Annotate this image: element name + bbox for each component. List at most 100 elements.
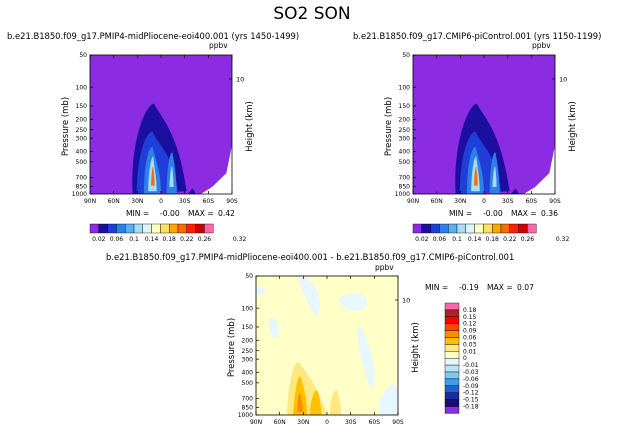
y-tick-label: 200 [242,338,254,345]
colorbar-swatch [89,223,100,234]
colorbar-label: -0.12 [463,390,479,397]
colorbar-label: -0.09 [463,383,479,390]
y-tick-label: 500 [242,380,254,387]
colorbar-label: 0.22 [180,236,194,243]
max-value: 0.42 [218,209,235,218]
contour-field [90,55,232,194]
colorbar-label: 0.32 [233,236,247,243]
colorbar-swatch [439,223,449,234]
colorbar-label: -0.06 [463,376,479,383]
y-tick-label: 250 [399,127,411,134]
contour-region [169,166,174,188]
x-tick-label: 90S [392,419,404,426]
colorbar-swatch [444,399,460,407]
y-tick-label: 1000 [72,191,87,198]
contour-region [309,389,322,415]
colorbar-swatch [168,223,179,234]
colorbar-swatch [444,385,460,393]
y-tick-label: 50 [79,52,87,59]
y-tick-label: 150 [399,103,411,110]
y-tick-label: 100 [76,84,88,91]
colorbar-label: 0.06 [463,335,477,342]
colorbar-label: -0.01 [463,362,479,369]
y-tick-label: 1000 [238,412,253,419]
colorbar-label: 0.06 [110,236,124,243]
y-tick-label: 1000 [395,191,410,198]
colorbar-label: 0.14 [145,236,159,243]
contour-region [187,188,196,194]
y-tick-label: 850 [399,184,411,191]
y-tick-label: 50 [245,273,253,280]
colorbar-label: 0.01 [463,348,477,355]
colorbar-swatch [107,223,117,234]
contour-region [510,188,519,194]
y-tick-label: 200 [399,117,411,124]
colorbar-label: 0.18 [486,236,500,243]
colorbar-swatch [444,316,460,324]
min-label: MIN = [449,209,472,218]
x-tick-label: 30S [345,419,357,426]
colorbar-label: -0.18 [463,404,479,411]
x-tick-label: 30S [179,198,191,205]
colorbar-label: 0.14 [468,236,482,243]
colorbar-swatch [430,223,440,234]
colorbar-swatch [509,223,519,234]
y2-tick-label: 10 [559,76,567,84]
contour-region [357,324,375,390]
colorbar-swatch [456,223,467,234]
colorbar-label: -0.03 [463,369,479,376]
colorbar-swatch [98,223,108,234]
colorbar-swatch [160,223,170,234]
contour-region [378,384,398,415]
contour-region [492,166,497,188]
panel-1: b.e21.B1850.f09_g17.PMIP4-midPliocene-eo… [7,31,299,243]
colorbar-swatch [444,364,460,373]
x-tick-label: 30N [454,198,466,205]
y-tick-label: 150 [242,324,254,331]
colorbar-swatch [444,309,460,317]
colorbar-swatch [444,302,460,311]
max-label: MAX = [511,209,537,218]
y-tick-label: 500 [76,159,88,166]
contour-region [329,389,342,415]
y-tick-label: 700 [76,175,88,182]
colorbar-swatch [177,223,188,234]
colorbar-swatch [527,223,537,234]
colorbar-swatch [151,223,161,234]
x-tick-label: 30N [297,419,309,426]
colorbar-swatch [133,223,144,234]
x-tick-label: 60N [108,198,120,205]
y-tick-label: 500 [399,159,411,166]
colorbar-swatch [465,223,475,234]
colorbar-label: 0.03 [463,341,477,348]
y-tick-label: 100 [399,84,411,91]
colorbar-swatch [444,330,460,338]
y-tick-label: 300 [399,135,411,142]
units-label: ppbv [209,41,228,50]
x-tick-label: 60N [431,198,443,205]
colorbar-label: 0.02 [415,236,429,243]
y-tick-label: 250 [242,348,254,355]
colorbar-swatch [483,223,493,234]
colorbar-label: 0.26 [198,236,212,243]
colorbar-label: 0.1 [452,236,462,243]
colorbar-swatch [444,406,460,414]
max-value: 0.07 [517,283,534,292]
y-tick-label: 850 [76,184,88,191]
x-tick-label: 90N [250,419,262,426]
colorbar-swatch [421,223,431,234]
field-background [256,276,398,415]
colorbar-swatch [142,223,152,234]
colorbar-swatch [444,344,460,352]
x-tick-label: 90N [84,198,96,205]
panel-2: b.e21.B1850.f09_g17.CMIP6-piControl.001 … [353,31,601,243]
y-tick-label: 400 [242,370,254,377]
y-axis-title: Pressure (mb) [227,318,237,377]
panel-title: b.e21.B1850.f09_g17.CMIP6-piControl.001 … [353,31,601,41]
colorbar-label: 0.12 [463,321,477,328]
max-label: MAX = [487,283,513,292]
colorbar-swatch [444,392,460,400]
colorbar-label: 0.18 [463,307,477,314]
colorbar-swatch [492,223,502,234]
contour-region [269,317,279,340]
